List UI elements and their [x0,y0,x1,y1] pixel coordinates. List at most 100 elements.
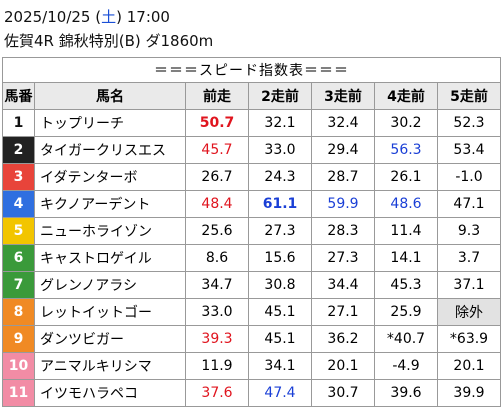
speed-index: -1.0 [437,163,501,191]
table-row: 7 グレンノアラシ 34.7 30.8 34.4 45.3 37.1 [2,271,501,299]
time: 17:00 [126,8,170,26]
speed-index: 61.1 [248,190,312,218]
header-row: 馬番 馬名 前走 2走前 3走前 4走前 5走前 [2,82,501,110]
speed-index: 15.6 [248,244,312,272]
table-row: 11 イツモハラペコ 37.6 47.4 30.7 39.6 39.9 [2,379,501,407]
horse-name: タイガークリスエス [34,136,186,164]
horse-name: ダンツビガー [34,325,186,353]
column-header: 5走前 [437,82,501,110]
horse-number: 4 [2,190,35,218]
horse-name: グレンノアラシ [34,271,186,299]
speed-index: 47.4 [248,379,312,407]
table-row: 6 キャストロゲイル 8.6 15.6 27.3 14.1 3.7 [2,244,501,272]
speed-index: 9.3 [437,217,501,245]
horse-name: レットイットゴー [34,298,186,326]
speed-index: 27.3 [248,217,312,245]
speed-index: 11.9 [185,352,249,380]
speed-index: 27.3 [311,244,375,272]
speed-index: 33.0 [248,136,312,164]
horse-number: 5 [2,217,35,245]
speed-index: 28.7 [311,163,375,191]
horse-name: トップリーチ [34,109,186,137]
horse-number: 11 [2,379,35,407]
speed-index: 3.7 [437,244,501,272]
weekday: 土 [101,8,117,26]
speed-index: -4.9 [374,352,438,380]
speed-index: 36.2 [311,325,375,353]
date: 2025/10/25 [4,8,91,26]
table-row: 8 レットイットゴー 33.0 45.1 27.1 25.9 除外 [2,298,501,326]
date-line: 2025/10/25 (土) 17:00 [4,8,170,26]
horse-number: 1 [2,109,35,137]
horse-name: キャストロゲイル [34,244,186,272]
speed-index: 25.9 [374,298,438,326]
horse-number: 10 [2,352,35,380]
speed-index: 52.3 [437,109,501,137]
column-header: 前走 [185,82,249,110]
speed-index: 30.2 [374,109,438,137]
speed-index: 26.1 [374,163,438,191]
table-row: 3 イダテンターボ 26.7 24.3 28.7 26.1 -1.0 [2,163,501,191]
horse-name: イツモハラペコ [34,379,186,407]
horse-name: イダテンターボ [34,163,186,191]
speed-index: 26.7 [185,163,249,191]
speed-index: 50.7 [185,109,249,137]
speed-index: 27.1 [311,298,375,326]
speed-index: 32.4 [311,109,375,137]
speed-index: 28.3 [311,217,375,245]
speed-index: 34.4 [311,271,375,299]
table-title: ＝＝＝スピード指数表＝＝＝ [2,57,501,83]
table-row: 4 キクノアーデント 48.4 61.1 59.9 48.6 47.1 [2,190,501,218]
race-info: 佐賀4R 錦秋特別(B) ダ1860m [4,32,214,50]
column-header: 2走前 [248,82,312,110]
speed-index: 24.3 [248,163,312,191]
horse-number: 8 [2,298,35,326]
speed-index: 11.4 [374,217,438,245]
column-header: 馬番 [2,82,35,110]
table-row: 5 ニューホライゾン 25.6 27.3 28.3 11.4 9.3 [2,217,501,245]
column-header: 馬名 [34,82,186,110]
speed-index: 32.1 [248,109,312,137]
speed-index: *63.9 [437,325,501,353]
speed-index: *40.7 [374,325,438,353]
speed-index: 14.1 [374,244,438,272]
speed-index: 37.1 [437,271,501,299]
horse-name: ニューホライゾン [34,217,186,245]
horse-number: 3 [2,163,35,191]
title-row: ＝＝＝スピード指数表＝＝＝ [2,57,501,83]
table-row: 9 ダンツビガー 39.3 45.1 36.2 *40.7 *63.9 [2,325,501,353]
table-row: 1 トップリーチ 50.7 32.1 32.4 30.2 52.3 [2,109,501,137]
speed-index: 48.6 [374,190,438,218]
horse-number: 7 [2,271,35,299]
column-header: 4走前 [374,82,438,110]
speed-index: 39.6 [374,379,438,407]
table-row: 2 タイガークリスエス 45.7 33.0 29.4 56.3 53.4 [2,136,501,164]
speed-index: 45.1 [248,325,312,353]
speed-index: 47.1 [437,190,501,218]
speed-index: 45.3 [374,271,438,299]
speed-index: 34.7 [185,271,249,299]
speed-index: 39.3 [185,325,249,353]
horse-name: アニマルキリシマ [34,352,186,380]
speed-index: 53.4 [437,136,501,164]
speed-index: 25.6 [185,217,249,245]
speed-index: 30.7 [311,379,375,407]
horse-number: 2 [2,136,35,164]
speed-index: 45.1 [248,298,312,326]
speed-table: ＝＝＝スピード指数表＝＝＝ 馬番 馬名 前走 2走前 3走前 4走前 5走前 1 トップリーチ 50… [2,57,501,407]
speed-index: 48.4 [185,190,249,218]
speed-index: 56.3 [374,136,438,164]
speed-index: 37.6 [185,379,249,407]
speed-index: 30.8 [248,271,312,299]
speed-index: 20.1 [311,352,375,380]
speed-index: 20.1 [437,352,501,380]
speed-index: 29.4 [311,136,375,164]
speed-index: 39.9 [437,379,501,407]
speed-index: 59.9 [311,190,375,218]
speed-index: 33.0 [185,298,249,326]
speed-index: 34.1 [248,352,312,380]
speed-index: 除外 [437,298,501,326]
table-row: 10 アニマルキリシマ 11.9 34.1 20.1 -4.9 20.1 [2,352,501,380]
column-header: 3走前 [311,82,375,110]
